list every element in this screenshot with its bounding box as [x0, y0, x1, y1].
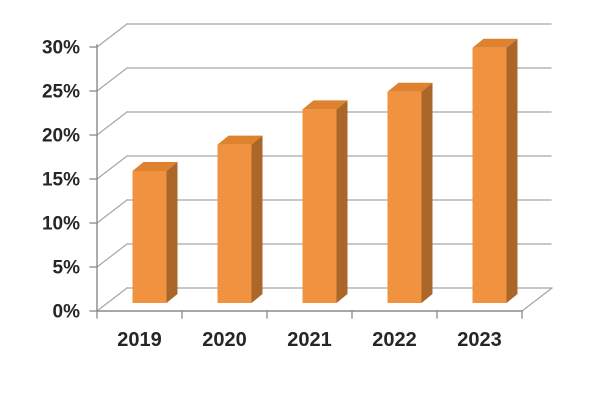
gridline-diagonal-5	[96, 243, 128, 268]
bar-2022	[387, 82, 433, 303]
gridline-diagonal-20	[96, 111, 128, 136]
y-axis-label-25: 25%	[42, 82, 80, 103]
gridline-diagonal-25	[96, 67, 128, 92]
y-axis-label-15: 15%	[42, 170, 80, 191]
x-axis-label-2020: 2020	[202, 329, 247, 351]
bar-2019	[132, 162, 178, 303]
gridline-diagonal-10	[96, 199, 128, 224]
bar-top-face	[302, 100, 348, 110]
bar-front-face	[472, 47, 507, 303]
bar-top-face	[217, 135, 263, 145]
x-axis-label-2019: 2019	[117, 329, 162, 351]
bar-front-face	[132, 171, 167, 303]
bar-front-face	[387, 91, 422, 303]
y-axis-label-5: 5%	[53, 258, 81, 279]
x-axis-label-2022: 2022	[372, 329, 417, 351]
floor-right-diagonal	[521, 287, 553, 312]
x-axis-label-2023: 2023	[457, 329, 502, 351]
x-axis-label-2021: 2021	[287, 329, 332, 351]
bar-top-face	[132, 162, 178, 171]
y-axis-label-30: 30%	[42, 38, 80, 59]
bar-top-face	[387, 82, 433, 92]
bar-front-face	[302, 109, 337, 304]
gridline-diagonal-0	[96, 287, 128, 312]
bar-2020	[217, 135, 263, 303]
bar-top-face	[472, 38, 518, 48]
y-axis-label-0: 0%	[53, 302, 81, 323]
axes	[89, 44, 523, 319]
bar-2021	[302, 100, 348, 304]
gridline-diagonal-15	[96, 155, 128, 180]
bar-front-face	[217, 144, 252, 303]
gridline-diagonal-30	[96, 23, 128, 48]
axis-labels: 0% 5% 10% 15% 20% 25% 30% 2019 2020 2021 2022 2023	[42, 38, 502, 352]
y-axis-label-10: 10%	[42, 214, 80, 235]
y-axis-label-20: 20%	[42, 126, 80, 147]
bar-side-face	[336, 100, 348, 304]
bars	[132, 38, 518, 304]
bar-side-face	[421, 82, 433, 303]
bar-side-face	[166, 162, 178, 303]
bar-side-face	[251, 135, 263, 303]
bar-side-face	[506, 38, 518, 304]
bar-2023	[472, 38, 518, 304]
